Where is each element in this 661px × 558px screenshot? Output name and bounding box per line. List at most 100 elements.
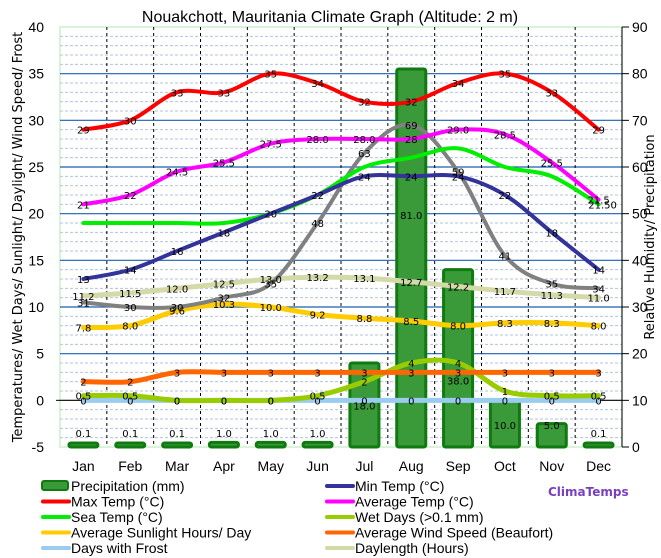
precipitation-label: 1.0 — [263, 429, 279, 440]
precipitation-bar — [535, 422, 568, 449]
y-tick-label: 5 — [36, 346, 44, 362]
days-with-frost-label: 0 — [502, 396, 508, 407]
daylength-hours-label: 13.0 — [260, 275, 282, 286]
precipitation-label: 38.0 — [447, 377, 469, 388]
max-temp-c-label: 29 — [592, 126, 605, 137]
max-temp-c-label: 30 — [124, 116, 137, 127]
relative-humidity-label: 41 — [499, 252, 512, 263]
average-sunlight-hours-day-label: 8.0 — [450, 322, 466, 333]
legend-label: Daylength (Hours) — [355, 540, 469, 556]
sea-temp-c-line — [81, 146, 601, 226]
average-temp-c-label: 24.5 — [166, 168, 188, 179]
y2-tick-label: 40 — [632, 252, 648, 268]
y2-tick-label: 30 — [632, 299, 648, 315]
average-wind-speed-beaufort-label: 3 — [268, 368, 274, 379]
x-tick-label: Oct — [494, 458, 516, 474]
daylength-hours-label: 11.0 — [587, 294, 609, 305]
days-with-frost-label: 0 — [361, 396, 367, 407]
precipitation-label: 10.0 — [494, 421, 516, 432]
precipitation-bar — [207, 440, 240, 449]
min-temp-c-line — [81, 172, 601, 281]
y-tick-label: 0 — [36, 392, 44, 408]
relative-humidity-label: 31 — [77, 298, 90, 309]
average-temp-c-label: 22 — [124, 191, 137, 202]
min-temp-c-label: 24 — [358, 172, 371, 183]
y2-tick-label: 50 — [632, 206, 648, 222]
relative-humidity-label: 30 — [124, 303, 137, 314]
average-temp-c-label: 25.5 — [541, 158, 563, 169]
grid — [59, 26, 623, 448]
days-with-frost-label: 0 — [174, 396, 180, 407]
x-tick-label: Jan — [72, 458, 95, 474]
min-temp-c-label: 16 — [171, 247, 184, 258]
x-tick-label: Feb — [118, 458, 142, 474]
y-tick-label: -5 — [32, 439, 45, 455]
y2-tick-label: 20 — [632, 346, 648, 362]
max-temp-c-label: 33 — [171, 88, 184, 99]
x-tick-label: Dec — [586, 458, 611, 474]
precipitation-bar — [254, 440, 287, 449]
average-sunlight-hours-day-label: 8.0 — [591, 322, 607, 333]
relative-humidity-label: 48 — [311, 219, 324, 230]
precipitation-bar — [161, 441, 194, 449]
legend-label: Precipitation (mm) — [71, 478, 185, 494]
daylength-hours-label: 13.1 — [353, 274, 375, 285]
wet-days-0-1-mm-label: 4 — [408, 359, 414, 370]
series-lines — [80, 71, 602, 404]
wet-days-0-1-mm-label: 1 — [502, 387, 508, 398]
wet-days-0-1-mm-label: 0 — [221, 396, 227, 407]
wet-days-0-1-mm-label: 0.5 — [591, 392, 607, 403]
average-sunlight-hours-day-label: 7.8 — [75, 324, 91, 335]
wet-days-0-1-mm-label: 0.5 — [122, 392, 138, 403]
average-sunlight-hours-day-label: 8.0 — [122, 322, 138, 333]
y2-tick-label: 70 — [632, 112, 648, 128]
average-temp-c-line — [81, 127, 601, 207]
average-wind-speed-beaufort-label: 3 — [455, 368, 461, 379]
daylength-hours-label: 12.5 — [213, 280, 235, 291]
daylength-hours-label: 11.3 — [541, 291, 563, 302]
legend: Precipitation (mm) Min Temp (°C) Max Temp … — [41, 478, 553, 556]
axes: -505101520253035400102030405060708090Jan… — [28, 19, 647, 474]
average-temp-c-label: 28.5 — [494, 130, 516, 141]
average-temp-c-label: 29.0 — [447, 126, 469, 137]
legend-label: Average Temp (°C) — [355, 494, 474, 510]
min-temp-c-label: 20 — [264, 210, 277, 221]
y-tick-label: 35 — [28, 66, 44, 82]
relative-humidity-label: 59 — [452, 168, 465, 179]
average-sunlight-hours-day-label: 10.0 — [260, 303, 282, 314]
max-temp-c-label: 34 — [452, 79, 465, 90]
relative-humidity-label: 30 — [171, 303, 184, 314]
wet-days-0-1-mm-label: 0.5 — [544, 392, 560, 403]
daylength-hours-label: 12.7 — [400, 278, 422, 289]
average-sunlight-hours-day-label: 8.5 — [403, 317, 419, 328]
max-temp-c-label: 35 — [264, 70, 277, 81]
days-with-frost-label: 0 — [268, 396, 274, 407]
sea-temp-end-label: 21.50 — [588, 200, 617, 211]
y-tick-label: 10 — [28, 299, 44, 315]
y-tick-label: 40 — [28, 19, 44, 35]
max-temp-c-label: 32 — [405, 98, 418, 109]
average-temp-c-label: 21.5 — [587, 196, 609, 207]
x-tick-label: Sep — [446, 458, 471, 474]
wet-days-0-1-mm-label: 0 — [174, 396, 180, 407]
min-temp-c-label: 14 — [592, 266, 605, 277]
legend-label: Average Sunlight Hours/ Day — [71, 525, 251, 541]
wet-days-0-1-mm-line — [80, 357, 602, 404]
legend-label: Wet Days (>0.1 mm) — [355, 509, 484, 525]
relative-humidity-label: 35 — [545, 280, 558, 291]
average-sunlight-hours-day-label: 8.3 — [497, 319, 513, 330]
wet-days-0-1-mm-label: 0 — [268, 396, 274, 407]
legend-label: Days with Frost — [71, 540, 168, 556]
average-wind-speed-beaufort-line — [80, 369, 602, 385]
average-sunlight-hours-day-line — [80, 301, 602, 331]
wet-days-0-1-mm-label: 2 — [361, 378, 367, 389]
x-tick-label: Apr — [213, 458, 235, 474]
relative-humidity-label: 69 — [405, 121, 418, 132]
days-with-frost-label: 0 — [80, 396, 86, 407]
precipitation-bar — [301, 440, 334, 449]
days-with-frost-label: 0 — [221, 396, 227, 407]
legend-label: Sea Temp (°C) — [71, 509, 163, 525]
brand-logo: ClimaTemps — [548, 485, 629, 499]
